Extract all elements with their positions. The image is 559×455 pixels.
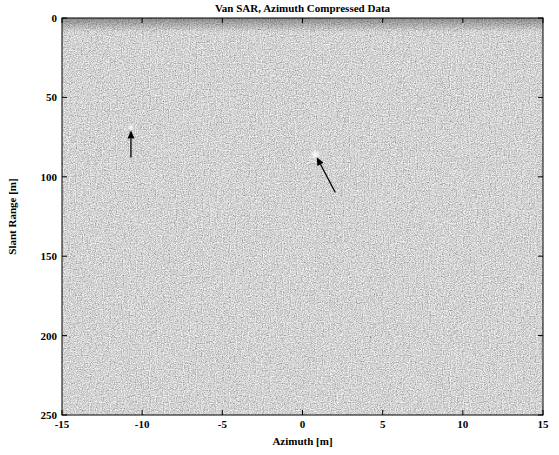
y-tick-label: 50: [46, 91, 58, 103]
x-tick: [543, 18, 544, 23]
target-point: [128, 125, 134, 131]
x-tick-label: 15: [538, 418, 550, 430]
y-tick-label: 0: [52, 12, 58, 24]
y-tick: [538, 335, 543, 336]
y-tick: [62, 335, 67, 336]
y-tick-label: 150: [41, 250, 58, 262]
x-tick: [382, 18, 383, 23]
x-tick-label: 0: [300, 418, 306, 430]
plot-frame: [62, 18, 543, 415]
x-tick-label: 10: [457, 418, 469, 430]
y-tick-label: 250: [41, 409, 58, 421]
x-tick: [222, 18, 223, 23]
x-tick: [62, 410, 63, 415]
x-tick: [543, 410, 544, 415]
x-tick-label: 5: [380, 418, 386, 430]
y-tick-label: 100: [41, 171, 58, 183]
x-tick: [62, 18, 63, 23]
y-tick: [538, 176, 543, 177]
x-tick: [382, 410, 383, 415]
plot-area: [62, 18, 543, 415]
y-tick: [538, 18, 543, 19]
arrow-head: [317, 157, 324, 166]
y-tick: [62, 176, 67, 177]
x-tick: [462, 18, 463, 23]
y-tick: [62, 18, 67, 19]
x-tick: [142, 410, 143, 415]
arrow-shaft: [130, 139, 131, 158]
y-tick-label: 200: [41, 330, 58, 342]
x-tick: [302, 18, 303, 23]
y-tick: [62, 256, 67, 257]
near-range-band: [62, 18, 543, 32]
y-tick: [538, 415, 543, 416]
title: Van SAR, Azimuth Compressed Data: [215, 2, 391, 14]
arrow-head: [127, 131, 134, 139]
x-tick-label: -10: [135, 418, 150, 430]
y-tick: [62, 415, 67, 416]
x-tick: [142, 18, 143, 23]
x-axis-title: Azimuth [m]: [272, 435, 332, 447]
y-tick: [538, 97, 543, 98]
arrow-shaft: [320, 164, 335, 192]
x-tick: [302, 410, 303, 415]
y-tick: [538, 256, 543, 257]
chart: -15-10-5051015050100150200250Van SAR, Az…: [0, 0, 559, 455]
x-tick-label: -5: [218, 418, 228, 430]
y-tick: [62, 97, 67, 98]
speckle-background: [62, 18, 543, 415]
x-tick: [222, 410, 223, 415]
x-tick: [462, 410, 463, 415]
target-point: [310, 150, 320, 160]
y-axis-title: Slant Range [m]: [6, 178, 18, 254]
